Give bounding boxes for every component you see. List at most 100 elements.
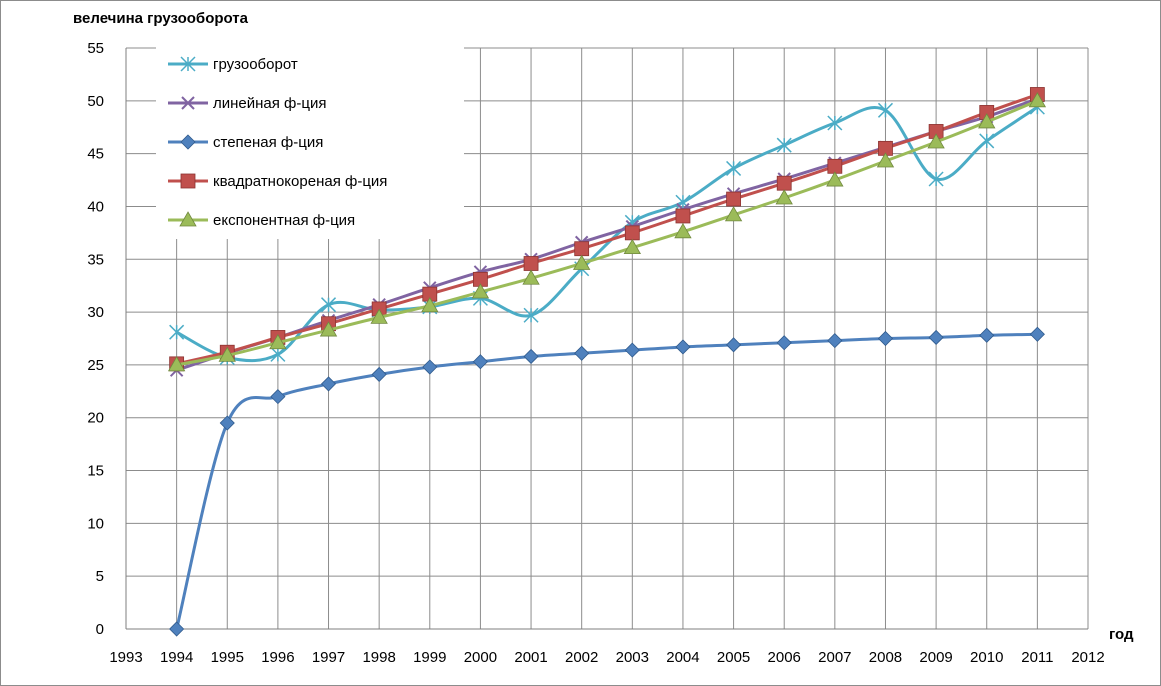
legend-label: грузооборот: [213, 56, 298, 73]
legend-label: степеная ф-ция: [213, 134, 323, 151]
data-point: [169, 324, 185, 340]
legend-label: експонентная ф-ция: [213, 212, 355, 229]
x-tick-label: 2011: [1021, 649, 1053, 666]
legend-label: квадратнокореная ф-ция: [213, 173, 387, 190]
y-tick-label: 40: [87, 198, 104, 215]
data-point: [269, 333, 287, 350]
data-point: [877, 330, 894, 347]
data-point: [270, 389, 286, 405]
gridlines: [125, 47, 1089, 630]
legend-marker: [180, 56, 196, 72]
series-5: [167, 92, 1047, 372]
x-tick-label: 2005: [717, 649, 750, 666]
data-point: [370, 308, 388, 324]
data-point: [675, 208, 691, 224]
x-tick-label: 2004: [666, 649, 699, 666]
data-point: [876, 152, 895, 168]
x-tick-label: 1995: [211, 649, 244, 666]
data-point: [471, 283, 490, 299]
x-tick-label: 2012: [1071, 649, 1104, 666]
data-point: [928, 329, 944, 346]
x-tick-label: 2001: [514, 649, 547, 666]
data-point: [270, 346, 286, 362]
data-point: [624, 225, 640, 241]
data-point: [826, 171, 844, 187]
x-tick-label: 2008: [869, 649, 902, 666]
y-tick-label: 50: [87, 93, 104, 110]
data-point: [218, 346, 236, 362]
data-point: [979, 327, 995, 343]
data-point: [827, 333, 843, 349]
x-tick-label: 1997: [312, 649, 345, 666]
data-point: [472, 354, 488, 370]
x-tick-label: 1994: [160, 649, 193, 666]
data-point: [624, 342, 640, 358]
y-tick-label: 25: [87, 357, 104, 374]
x-tick-label: 2006: [768, 649, 801, 666]
data-point: [927, 133, 945, 149]
data-point: [320, 376, 337, 392]
x-tick-label: 2002: [565, 649, 598, 666]
data-point: [827, 158, 843, 174]
y-axis-label: велечина грузооборота: [73, 10, 248, 27]
y-tick-label: 5: [96, 568, 104, 585]
data-point: [726, 337, 742, 353]
data-point: [421, 296, 439, 313]
data-point: [724, 206, 743, 222]
data-point: [776, 335, 792, 351]
legend-marker: [179, 211, 197, 227]
data-point: [928, 171, 944, 187]
y-tick-label: 35: [87, 251, 104, 268]
data-point: [219, 415, 235, 431]
data-point: [726, 160, 742, 176]
legend: грузооборот линейная ф-ция степеная ф-ция к…: [156, 43, 464, 239]
y-tick-label: 30: [87, 304, 104, 321]
data-point: [169, 621, 185, 637]
legend-label: линейная ф-ция: [213, 95, 326, 112]
data-point: [1028, 92, 1047, 108]
data-point: [574, 241, 590, 257]
data-point: [523, 256, 539, 271]
x-tick-label: 2009: [919, 649, 952, 666]
data-point: [522, 269, 540, 285]
x-tick-label: 2000: [464, 649, 497, 666]
data-point: [523, 348, 539, 365]
data-point: [319, 321, 338, 337]
data-point: [827, 115, 843, 131]
x-tick-label: 1998: [362, 649, 395, 666]
data-point: [167, 356, 186, 372]
data-point: [776, 137, 792, 153]
y-tick-label: 20: [87, 410, 104, 427]
y-tick-label: 45: [87, 146, 104, 163]
x-tick-label: 1999: [413, 649, 446, 666]
legend-marker: [180, 173, 196, 189]
x-tick-label: 2007: [818, 649, 851, 666]
data-point: [320, 297, 337, 313]
data-point: [523, 307, 539, 323]
data-point: [775, 189, 793, 205]
x-tick-label: 2010: [970, 649, 1003, 666]
y-tick-label: 15: [87, 463, 104, 480]
x-tick-label: 1996: [261, 649, 294, 666]
data-point: [574, 345, 590, 361]
data-point: [1029, 326, 1045, 342]
data-point: [572, 254, 591, 270]
x-tick-label: 2003: [616, 649, 649, 666]
y-tick-label: 55: [87, 40, 104, 57]
legend-marker: [181, 96, 195, 110]
series-3: [169, 326, 1045, 637]
data-point: [623, 238, 642, 255]
data-point: [422, 359, 438, 375]
y-tick-label: 0: [96, 621, 104, 638]
data-point: [674, 223, 692, 239]
data-point: [371, 366, 387, 382]
data-point: [776, 175, 792, 191]
y-tick-label: 10: [87, 515, 104, 532]
data-point: [979, 133, 995, 149]
x-tick-label: 1993: [109, 649, 142, 666]
series-line: [175, 332, 1038, 630]
legend-marker: [180, 134, 196, 150]
data-point: [726, 191, 741, 207]
